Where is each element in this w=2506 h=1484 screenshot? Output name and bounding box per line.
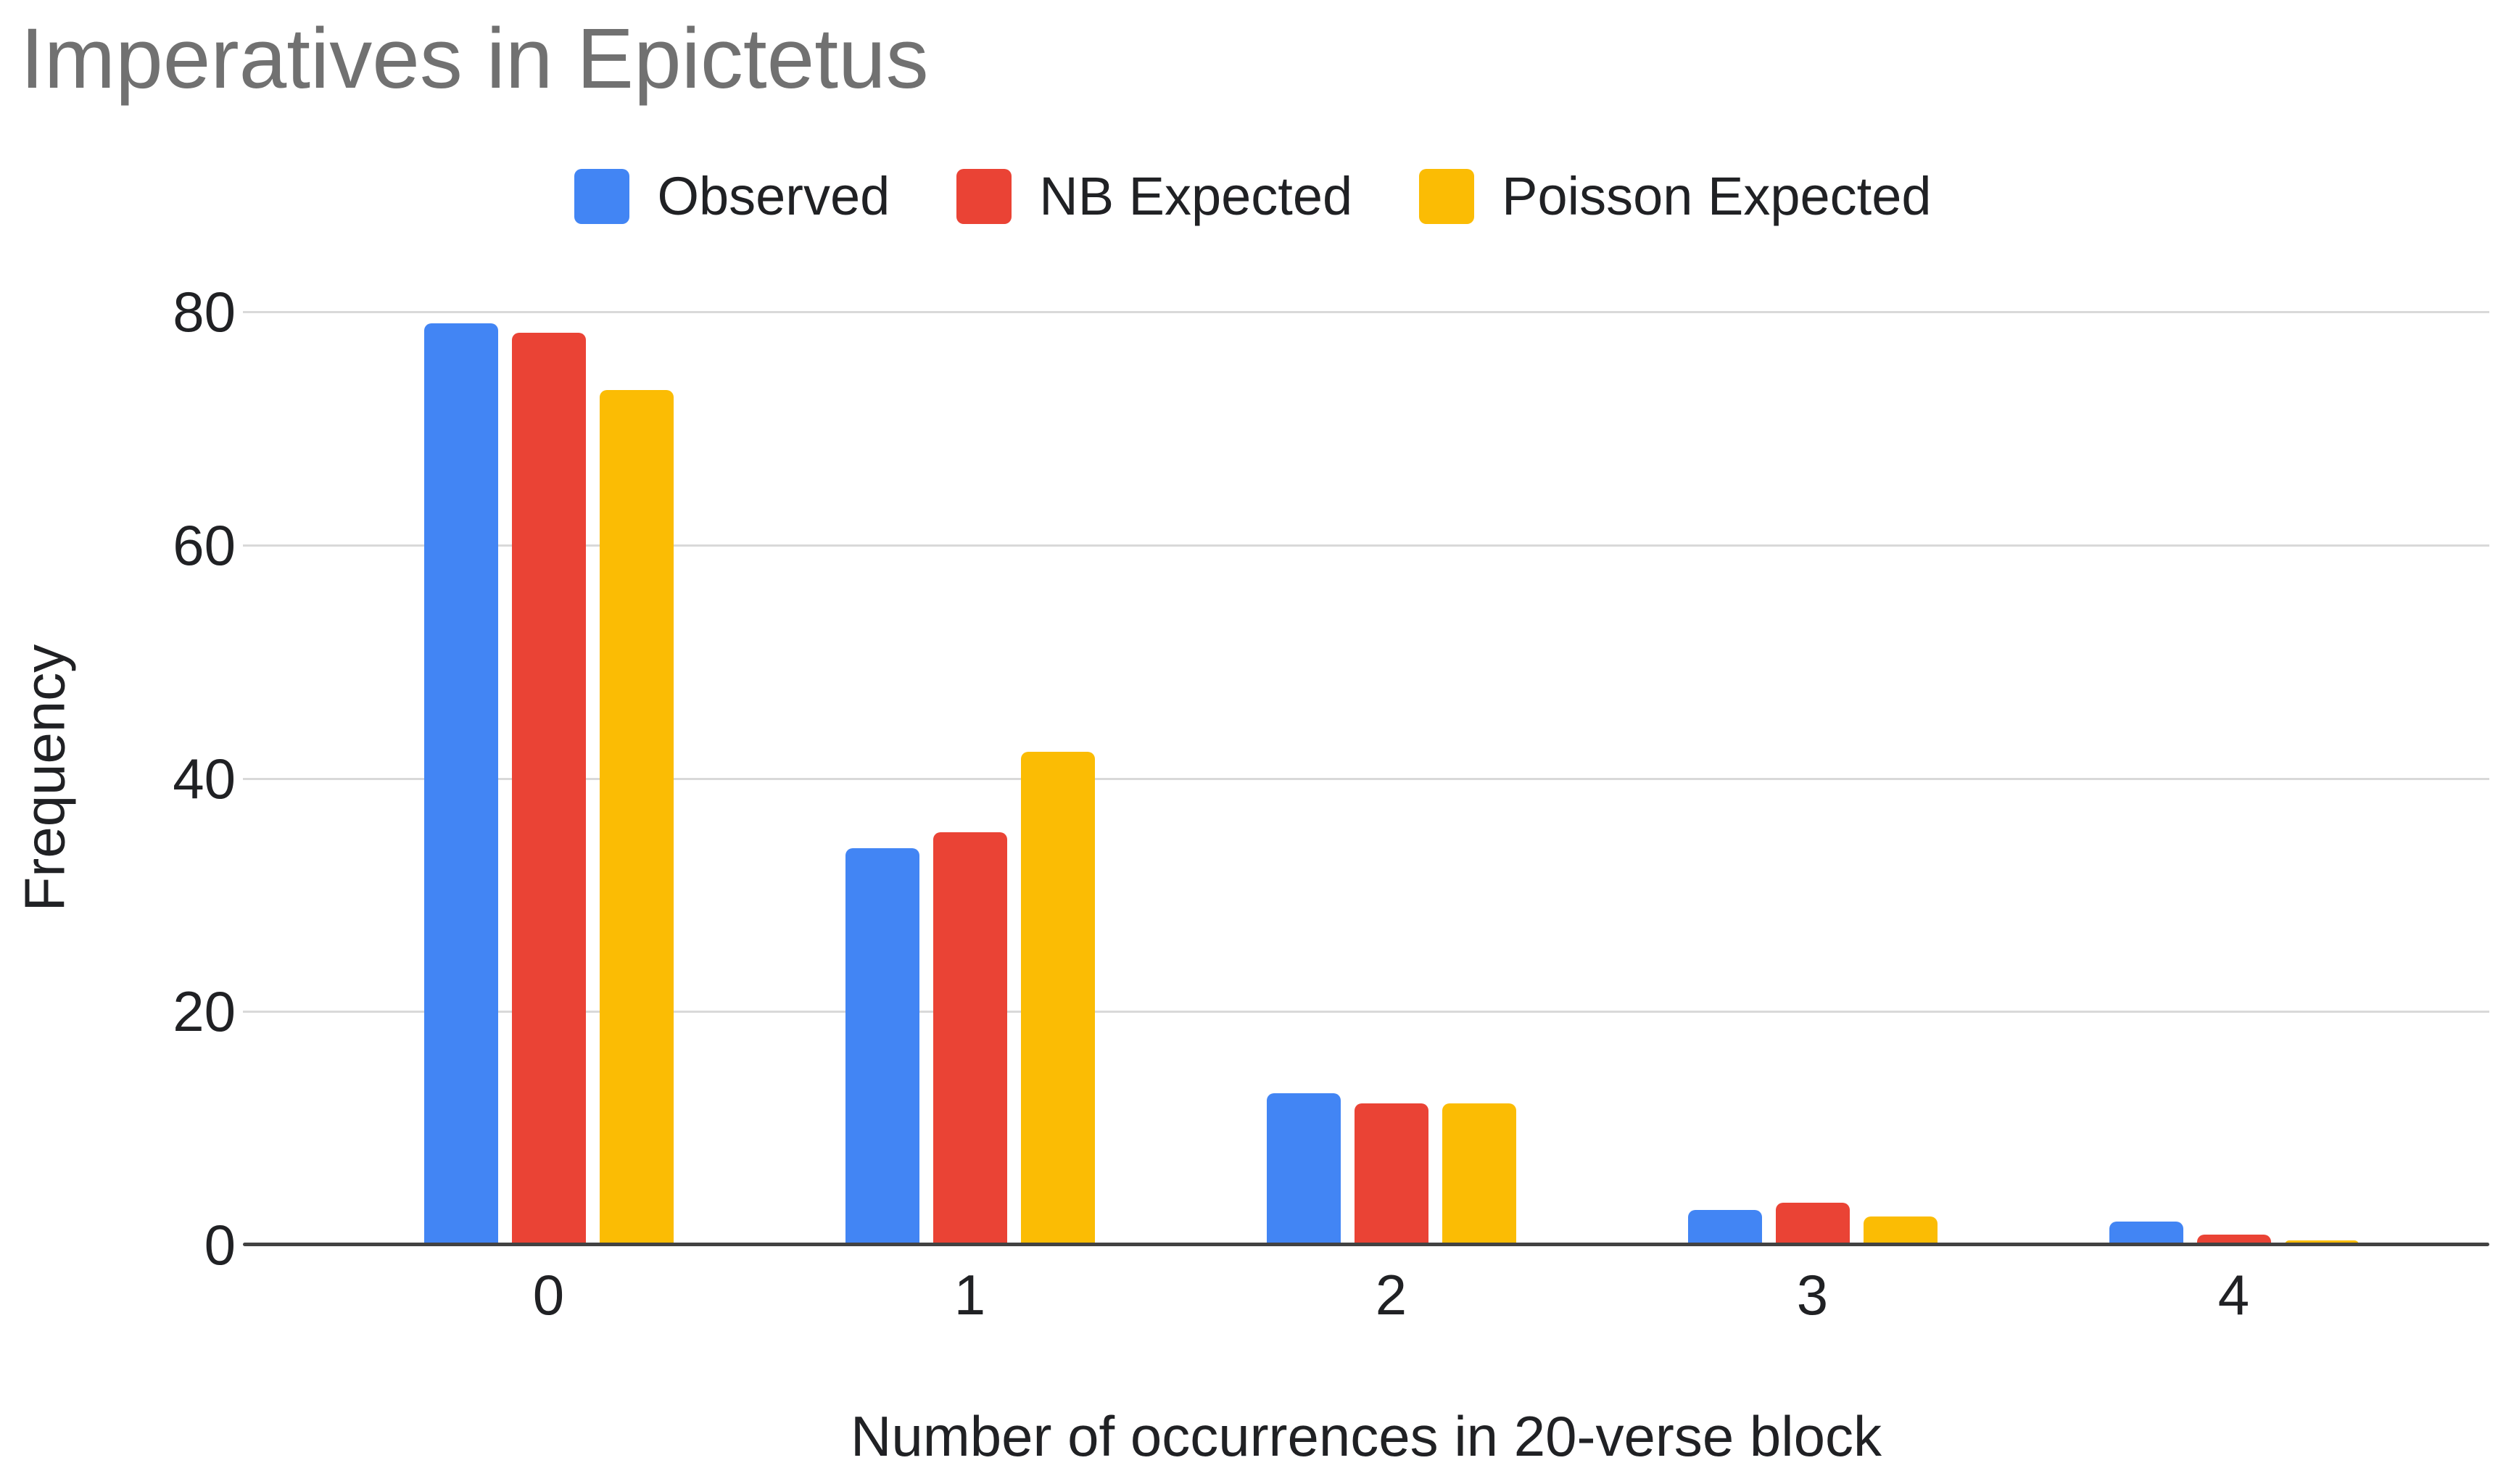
bar-observed-3[interactable] [1687, 1209, 1762, 1245]
bar-nb-expected-0[interactable] [511, 332, 586, 1245]
bar-nb-expected-1[interactable] [932, 832, 1007, 1245]
bar-group-2 [1180, 312, 1602, 1245]
y-tick-label-40: 40 [173, 746, 236, 811]
bar-poisson-expected-1[interactable] [1020, 751, 1095, 1245]
legend-item-nb-expected[interactable]: NB Expected [956, 165, 1352, 227]
chart-title: Imperatives in Epictetus [20, 11, 929, 107]
plot-area [243, 311, 2489, 1246]
bar-group-4 [2023, 312, 2444, 1245]
legend-label-observed: Observed [657, 166, 890, 226]
gridline-40 [243, 777, 2489, 780]
bar-poisson-expected-4[interactable] [2284, 1240, 2359, 1245]
bar-poisson-expected-0[interactable] [599, 389, 674, 1245]
x-tick-label-0: 0 [532, 1263, 565, 1327]
legend-item-observed[interactable]: Observed [574, 165, 890, 227]
x-tick-label-4: 4 [2217, 1263, 2250, 1327]
gridline-60 [243, 544, 2489, 547]
bar-group-3 [1602, 312, 2023, 1245]
legend: Observed NB Expected Poisson Expected [0, 165, 2506, 227]
x-tick-label-1: 1 [954, 1263, 986, 1327]
bar-groups [338, 312, 2444, 1245]
bar-nb-expected-4[interactable] [2196, 1234, 2271, 1245]
legend-label-nb-expected: NB Expected [1039, 166, 1353, 226]
bar-nb-expected-3[interactable] [1775, 1203, 1850, 1245]
x-axis-line [243, 1243, 2489, 1246]
gridline-20 [243, 1011, 2489, 1013]
y-tick-label-80: 80 [173, 280, 236, 344]
legend-label-poisson-expected: Poisson Expected [1502, 166, 1932, 226]
bar-observed-0[interactable] [423, 323, 498, 1245]
bar-observed-4[interactable] [2109, 1221, 2183, 1245]
bar-observed-2[interactable] [1266, 1093, 1341, 1245]
y-tick-label-20: 20 [173, 979, 236, 1044]
bar-group-1 [759, 312, 1180, 1245]
gridline-80 [243, 311, 2489, 313]
x-tick-label-2: 2 [1375, 1263, 1407, 1327]
y-tick-label-60: 60 [173, 513, 236, 577]
bar-group-0 [338, 312, 759, 1245]
bar-nb-expected-2[interactable] [1354, 1103, 1428, 1245]
legend-item-poisson-expected[interactable]: Poisson Expected [1419, 165, 1932, 227]
bar-poisson-expected-3[interactable] [1863, 1216, 1938, 1245]
x-tick-label-3: 3 [1796, 1263, 1829, 1327]
x-axis-title: Number of occurrences in 20-verse block [851, 1404, 1882, 1468]
legend-swatch-observed-icon [574, 168, 630, 224]
bar-observed-1[interactable] [845, 848, 919, 1245]
legend-swatch-poisson-expected-icon [1419, 168, 1475, 224]
y-tick-label-0: 0 [204, 1213, 236, 1277]
legend-swatch-nb-expected-icon [956, 168, 1012, 224]
bar-poisson-expected-2[interactable] [1442, 1103, 1516, 1245]
